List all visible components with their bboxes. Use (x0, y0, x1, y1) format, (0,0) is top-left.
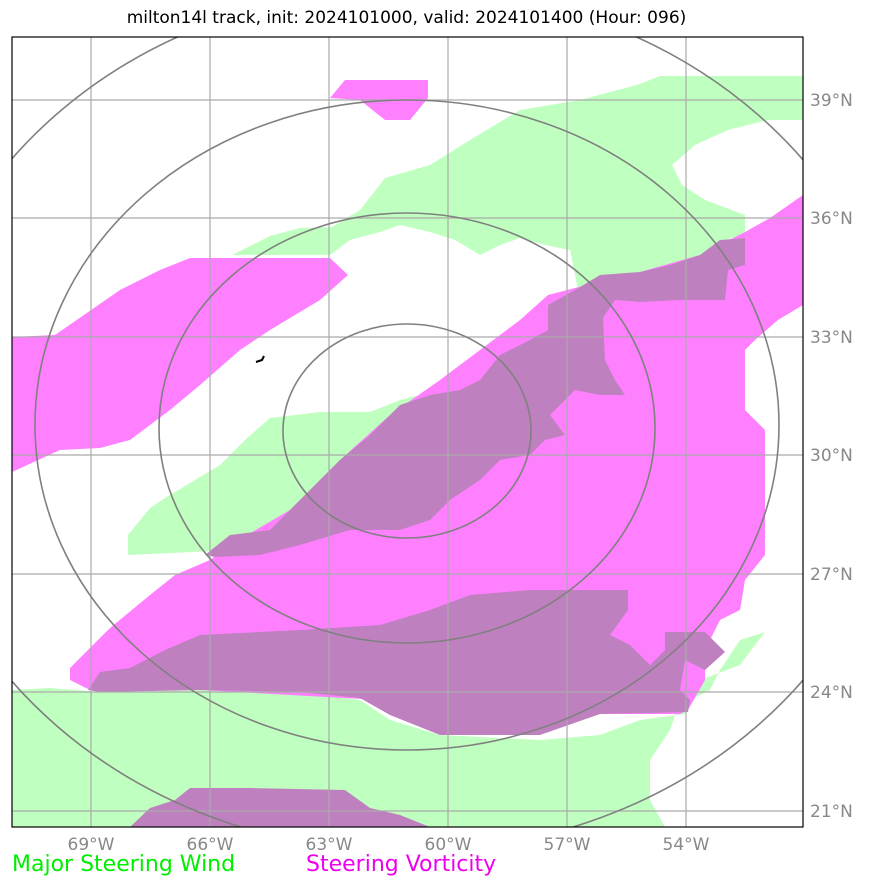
lon-tick-label: 69°W (68, 835, 115, 855)
lon-tick-label: 60°W (425, 835, 472, 855)
wind-region-central (128, 395, 440, 555)
range-ring-3 (34, 99, 780, 751)
lon-tick-label: 63°W (306, 835, 353, 855)
overlap-band-south (88, 590, 725, 735)
range-rings (12, 37, 803, 827)
legend-steering-vorticity: Steering Vorticity (306, 852, 497, 877)
lat-tick-label: 24°N (810, 683, 853, 703)
wind-region-southwest (12, 632, 765, 827)
coastline-mark (255, 355, 265, 363)
overlap-layer (88, 238, 745, 827)
map-title: milton14l track, init: 2024101000, valid… (126, 8, 687, 28)
overlap-band-central (205, 238, 745, 557)
latitude-labels: 39°N 36°N 33°N 30°N 27°N 24°N 21°N (810, 91, 853, 822)
overlap-diamond (568, 340, 603, 373)
lon-tick-label: 57°W (544, 835, 591, 855)
wind-region-north (232, 76, 803, 300)
steering-wind-layer (12, 76, 803, 827)
longitude-labels: 69°W 66°W 63°W 60°W 57°W 54°W (68, 835, 710, 855)
lat-tick-label: 30°N (810, 446, 853, 466)
lat-tick-label: 39°N (810, 91, 853, 111)
range-ring-1 (282, 323, 532, 539)
lat-tick-label: 27°N (810, 565, 853, 585)
legend-steering-wind: Major Steering Wind (12, 852, 236, 877)
lon-tick-label: 54°W (663, 835, 710, 855)
vorticity-region-west (12, 258, 348, 472)
lat-tick-label: 21°N (810, 802, 853, 822)
lon-tick-label: 66°W (187, 835, 234, 855)
overlap-band-bottom (130, 788, 430, 827)
lat-tick-label: 36°N (810, 209, 853, 229)
range-ring-2 (158, 212, 656, 644)
map-frame (11, 36, 804, 828)
lat-tick-label: 33°N (810, 328, 853, 348)
